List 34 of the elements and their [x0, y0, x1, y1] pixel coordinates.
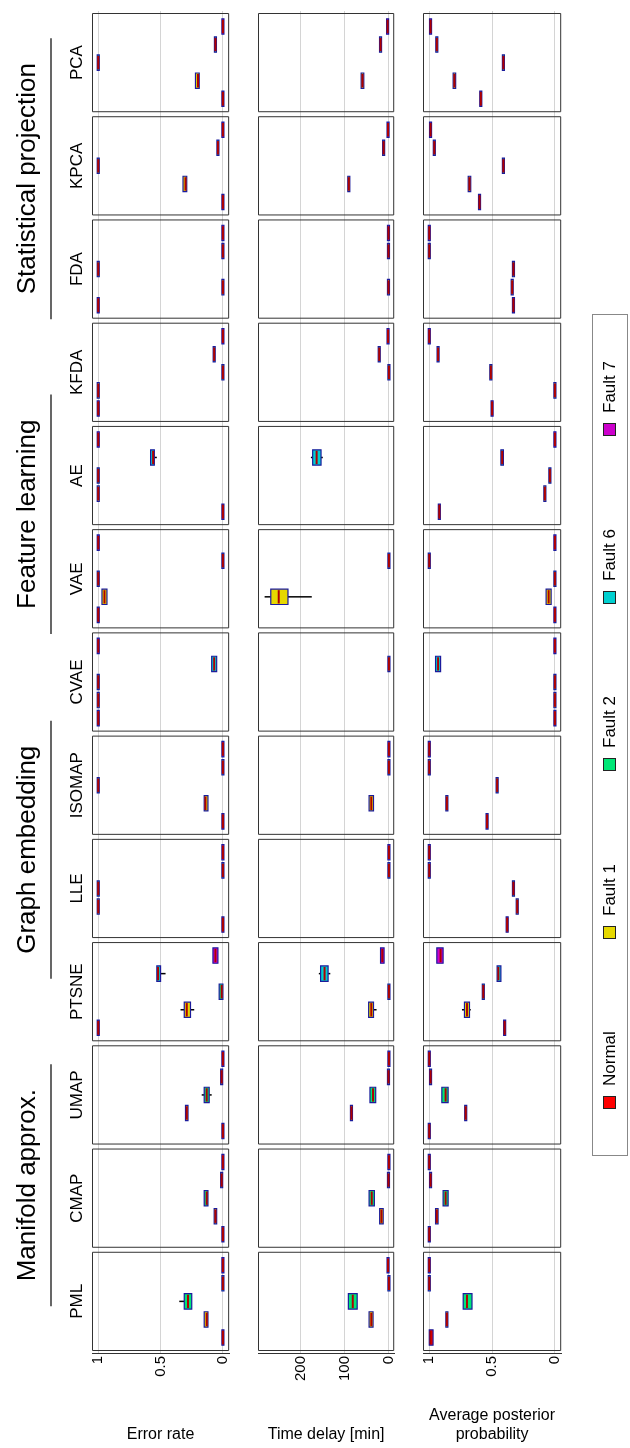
y-tick-label: PCA	[66, 44, 86, 81]
text: Graph embedding	[11, 745, 42, 954]
y-tick-label: ISOMAP	[66, 752, 86, 819]
text: Normal	[600, 1030, 620, 1086]
text: Manifold approx.	[11, 1089, 42, 1282]
x-axis-title: Error rate	[126, 1424, 195, 1442]
y-tick-label: LLE	[66, 873, 86, 904]
y-tick-label: VAE	[66, 562, 86, 596]
y-tick-label: KPCA	[66, 142, 86, 189]
y-tick-label: AE	[66, 464, 86, 487]
x-tick-label: 100	[334, 1356, 352, 1382]
y-tick-label: PTSNE	[66, 963, 86, 1021]
x-axis-title: Time delay [min]	[267, 1424, 385, 1442]
x-tick-label: 0.5	[150, 1356, 168, 1377]
y-tick-label: CVAE	[66, 659, 86, 705]
x-tick-label: 200	[290, 1356, 308, 1382]
y-tick-label: PML	[66, 1283, 86, 1319]
text: Fault 7	[600, 361, 620, 414]
text: Fault 1	[600, 863, 620, 916]
text: Fault 6	[600, 528, 620, 581]
x-tick-label: 0	[545, 1356, 563, 1365]
text: Statistical projection	[11, 63, 42, 295]
x-tick-label: 0	[213, 1356, 231, 1365]
text: Feature learning	[11, 419, 42, 609]
x-tick-label: 0	[379, 1356, 397, 1365]
y-tick-label: KFDA	[66, 348, 86, 395]
x-axis-title: Average posterior probability	[429, 1405, 556, 1442]
y-tick-label: CMAP	[66, 1173, 86, 1223]
text: Fault 2	[600, 696, 620, 749]
y-tick-label: FDA	[66, 251, 86, 287]
x-tick-label: 1	[88, 1356, 106, 1365]
x-tick-label: 0.5	[482, 1356, 500, 1377]
x-tick-label: 1	[419, 1356, 437, 1365]
y-tick-label: UMAP	[66, 1070, 86, 1120]
